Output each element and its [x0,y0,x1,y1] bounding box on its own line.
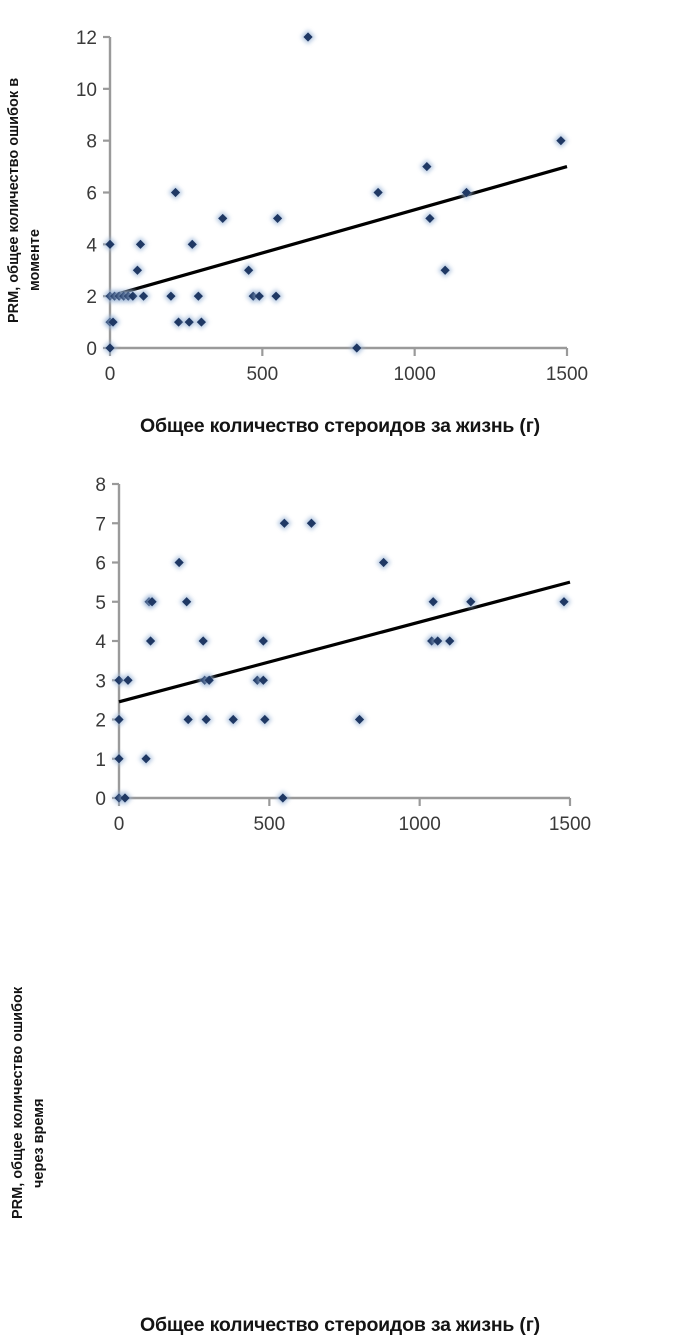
data-point [422,161,432,172]
y-tick-label: 7 [95,514,106,535]
data-point [244,265,254,275]
data-point [123,675,133,685]
data-point [279,518,289,528]
data-point [271,291,281,301]
data-point [352,343,362,353]
data-point [425,213,435,224]
data-point [440,265,450,275]
data-point [114,714,124,725]
data-point [260,714,270,725]
y-axis-label-top-line1: PRM, общее количество ошибок в [6,77,22,323]
scatter-figure-top: 0 2 4 6 8 10 12 0 500 1000 1500 PRM, общее количес… [0,0,680,452]
scatter-plot-bottom: 0 1 2 3 4 5 6 7 8 0 500 1000 1500 [95,475,591,835]
scatter-figure-bottom: 0 1 2 3 4 5 6 7 8 0 500 1000 1500 PRM, общее количес… [0,452,680,1336]
data-point [105,343,115,353]
y-tick-label: 0 [95,789,106,810]
data-point [108,317,118,327]
data-point [166,291,176,301]
y-axis-label-top-line2: моменте [27,229,43,291]
x-tick-label: 0 [105,364,116,385]
data-point [466,597,476,607]
data-point [187,239,197,249]
x-tick-label: 1000 [394,364,436,385]
data-point [141,754,151,764]
data-point [114,754,124,764]
data-point [559,597,569,607]
data-point [147,597,157,607]
data-point [272,213,283,224]
data-point [218,213,228,224]
data-point [170,187,181,198]
x-tick-label: 1000 [399,814,441,835]
y-axis-label-bottom-line1: PRM, общее количество ошибок [10,986,26,1219]
data-point [182,597,192,607]
y-tick-label: 4 [86,235,97,256]
plot-area-bottom: 0 1 2 3 4 5 6 7 8 0 500 1000 1500 [0,452,680,852]
x-tick-label: 1500 [546,364,588,385]
data-point [196,317,206,327]
x-tick-label: 1500 [549,814,591,835]
data-point [145,636,156,646]
data-point [201,714,211,725]
data-point [173,317,184,327]
data-point [378,557,389,568]
data-point [433,636,443,646]
y-tick-label: 8 [86,132,97,153]
data-point [303,32,313,42]
x-tick-label: 500 [253,814,285,835]
data-point [354,714,365,725]
y-tick-label: 3 [95,671,106,692]
data-point [174,557,184,568]
y-tick-label: 12 [76,28,97,49]
data-point [204,675,214,685]
x-axis-caption-top: Общее количество стероидов за жизнь (г) [140,415,540,437]
y-tick-label: 1 [95,750,106,771]
data-point [184,317,194,327]
data-point [278,793,288,803]
y-axis-label-bottom-line2: через время [31,1098,47,1189]
x-axis-caption-bottom: Общее количество стероидов за жизнь (г) [140,1314,540,1336]
data-point [128,291,138,301]
y-tick-label: 2 [86,287,97,308]
data-point [132,265,143,275]
data-point [461,187,472,198]
data-point [254,291,264,301]
data-series-top [102,29,569,356]
trendline-bottom [118,580,571,704]
data-point [114,675,124,685]
y-tick-label: 5 [95,593,106,614]
data-point [193,291,203,301]
data-series-bottom [111,516,572,806]
data-point [445,636,455,646]
data-point [135,239,146,249]
data-point [120,793,130,803]
y-tick-label: 2 [95,711,106,732]
trendline-top [109,165,568,298]
x-tick-label: 0 [114,814,125,835]
y-tick-label: 10 [76,80,97,101]
data-point [105,239,115,249]
plot-area-top: 0 2 4 6 8 10 12 0 500 1000 1500 [0,0,680,400]
y-tick-label: 6 [86,184,97,205]
data-point [556,136,566,146]
y-tick-label: 0 [86,339,97,360]
data-point [306,518,317,528]
data-point [138,291,149,301]
y-tick-label: 8 [95,475,106,496]
data-point [428,597,438,607]
data-point [258,636,268,646]
y-tick-label: 6 [95,554,106,575]
y-tick-label: 4 [95,632,106,653]
data-point [258,675,268,685]
data-point [373,187,383,198]
x-tick-label: 500 [246,364,278,385]
data-point [198,636,208,646]
data-point [183,714,193,725]
scatter-plot-top: 0 2 4 6 8 10 12 0 500 1000 1500 [76,28,588,385]
data-point [228,714,238,725]
